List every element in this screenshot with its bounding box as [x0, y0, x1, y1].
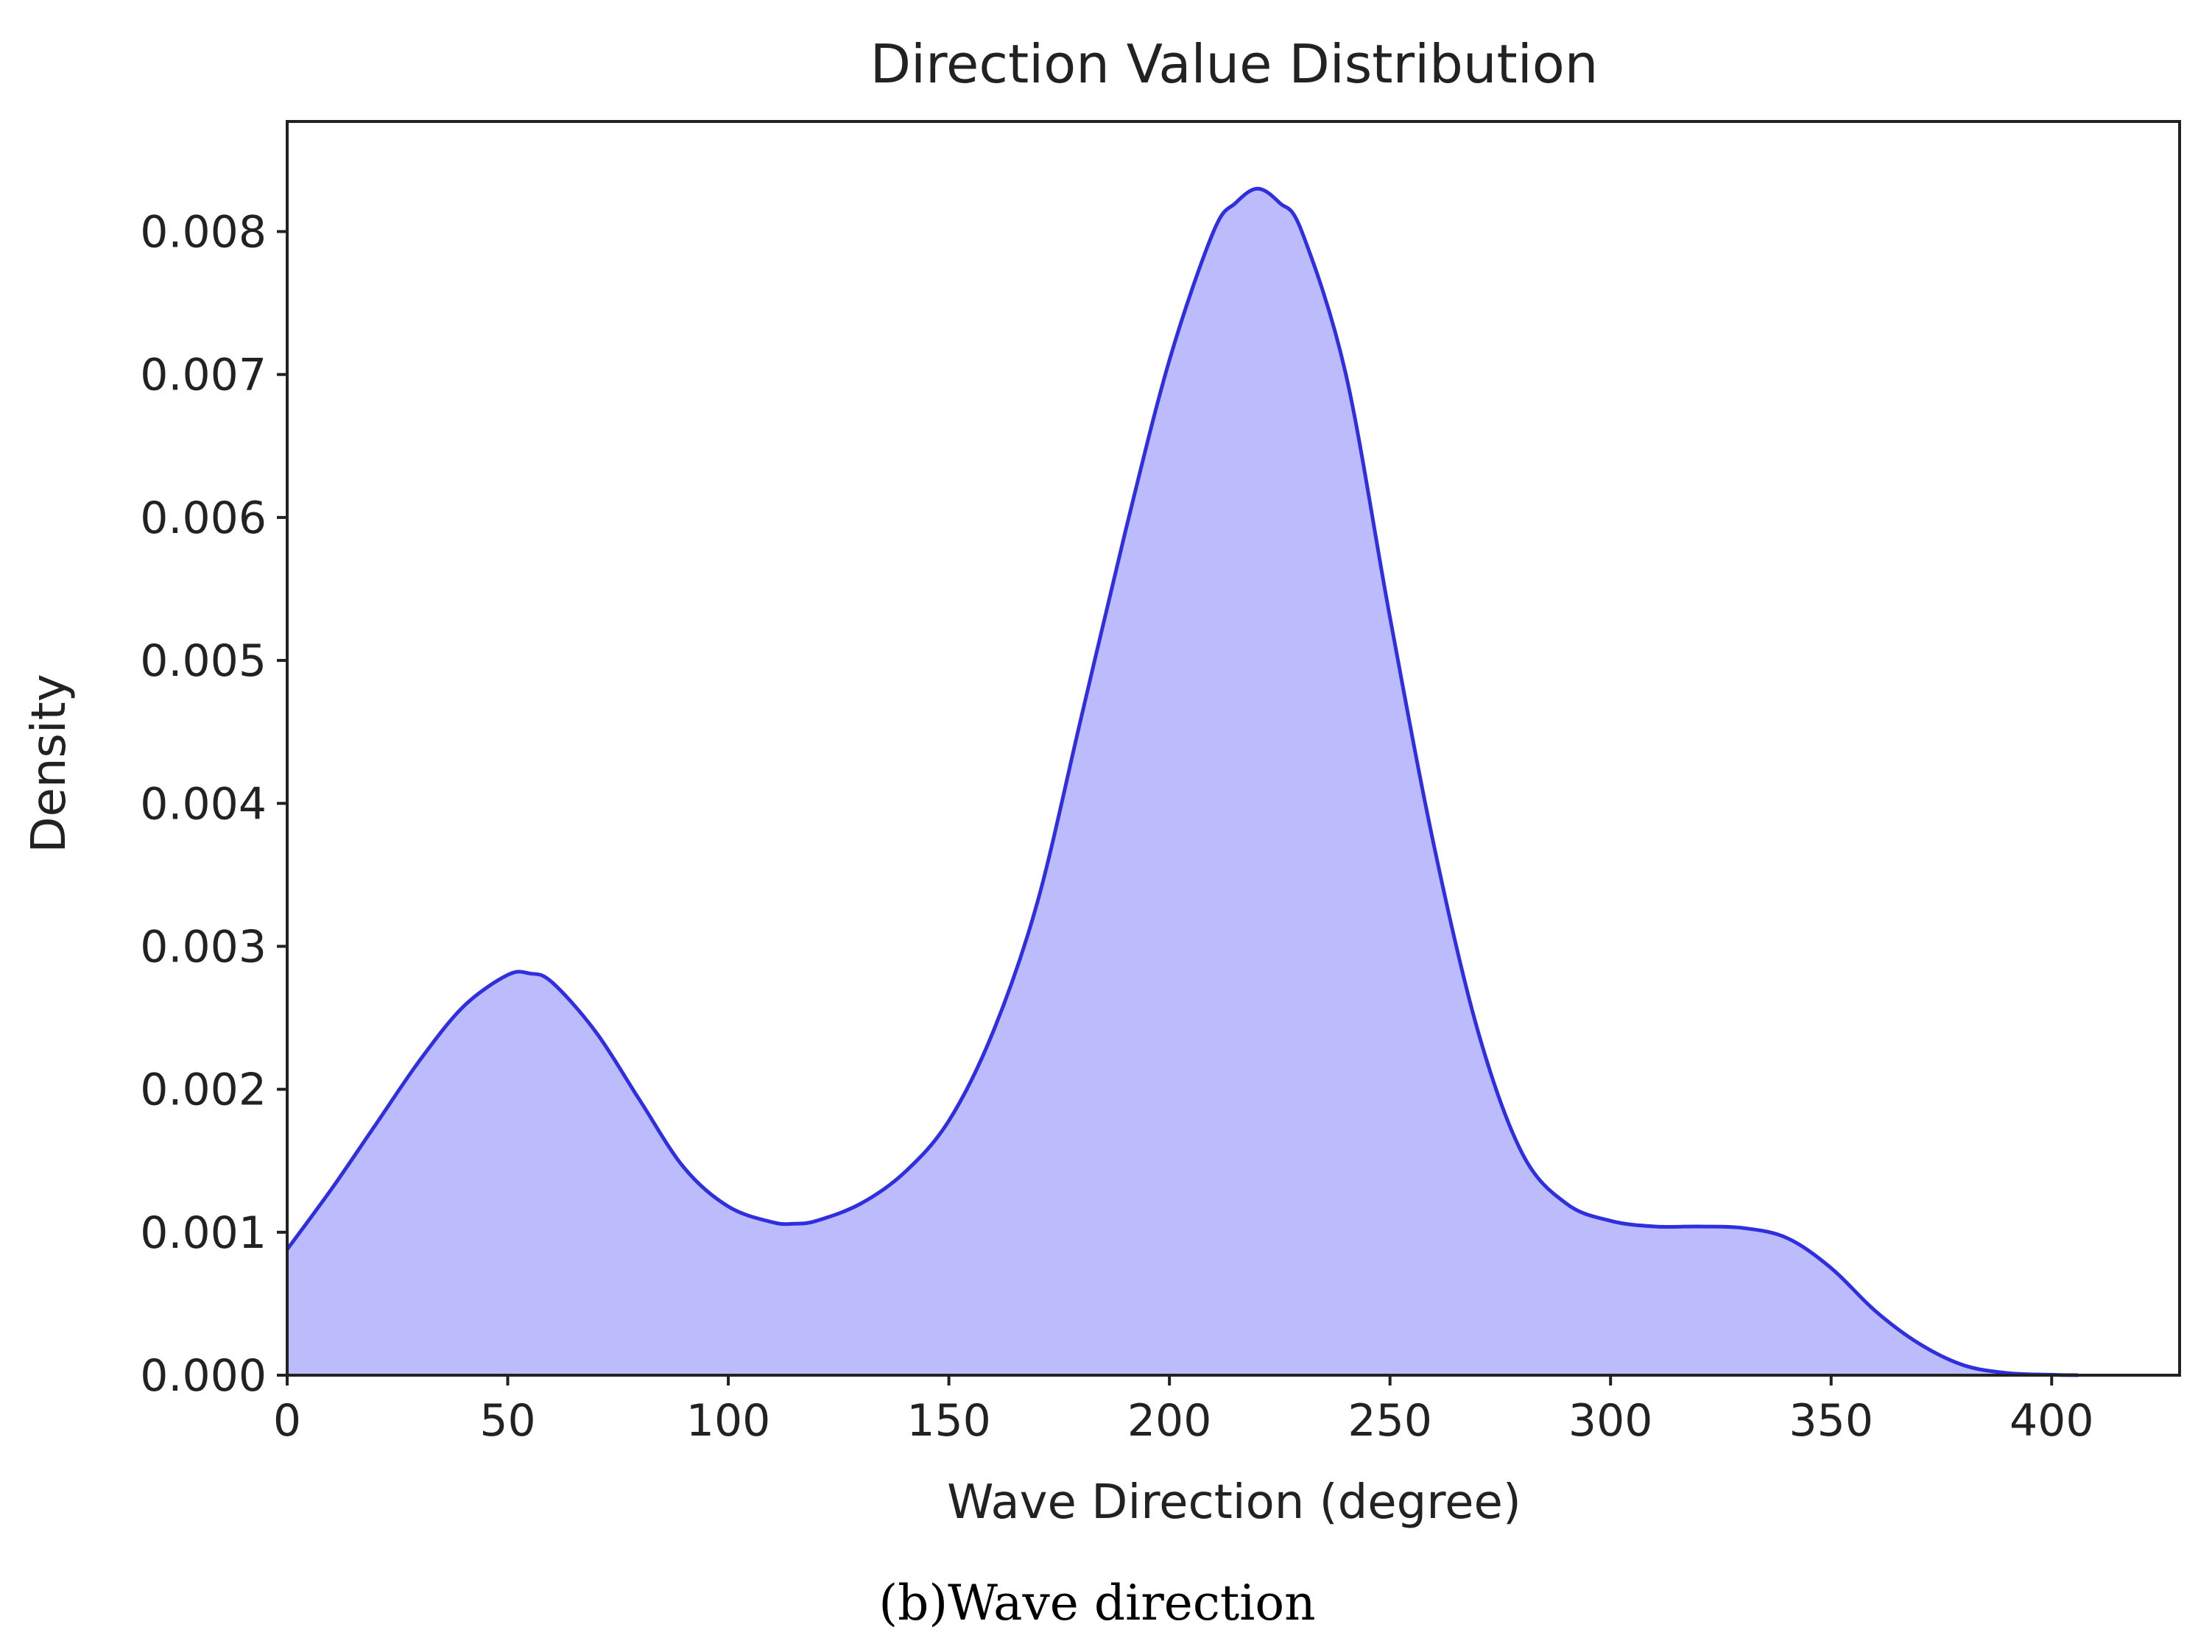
y-tick-label: 0.004 — [140, 778, 267, 830]
x-axis-ticks: 0 50 100 150 200 250 300 350 400 — [273, 1375, 2094, 1447]
x-axis-label: Wave Direction (degree) — [947, 1475, 1521, 1530]
x-tick-label: 250 — [1348, 1395, 1432, 1447]
x-tick-label: 350 — [1789, 1395, 1873, 1447]
y-tick-label: 0.005 — [140, 635, 267, 687]
x-tick-label: 50 — [479, 1395, 535, 1447]
y-tick-label: 0.007 — [140, 350, 267, 401]
x-tick-label: 100 — [686, 1395, 771, 1447]
density-line — [285, 186, 2079, 1377]
x-tick-label: 400 — [2010, 1395, 2094, 1447]
y-tick-label: 0.003 — [140, 921, 267, 973]
x-tick-label: 150 — [906, 1395, 991, 1447]
y-tick-label: 0.001 — [140, 1207, 267, 1259]
x-tick-label: 200 — [1127, 1395, 1212, 1447]
y-tick-label: 0.006 — [140, 493, 267, 544]
y-tick-label: 0.002 — [140, 1065, 267, 1116]
plot-frame — [286, 120, 2181, 1377]
x-tick-label: 0 — [273, 1395, 301, 1447]
x-tick-label: 300 — [1568, 1395, 1653, 1447]
y-axis-ticks: 0.000 0.001 0.002 0.003 0.004 0.005 0.006 0.007… — [140, 207, 287, 1402]
figure-caption: (b)Wave direction — [878, 1575, 1315, 1631]
y-tick-label: 0.008 — [140, 207, 267, 258]
density-area — [287, 188, 2079, 1375]
y-tick-label: 0.000 — [140, 1350, 267, 1402]
chart-title: Direction Value Distribution — [870, 33, 1599, 95]
y-axis-label: Density — [22, 674, 77, 853]
